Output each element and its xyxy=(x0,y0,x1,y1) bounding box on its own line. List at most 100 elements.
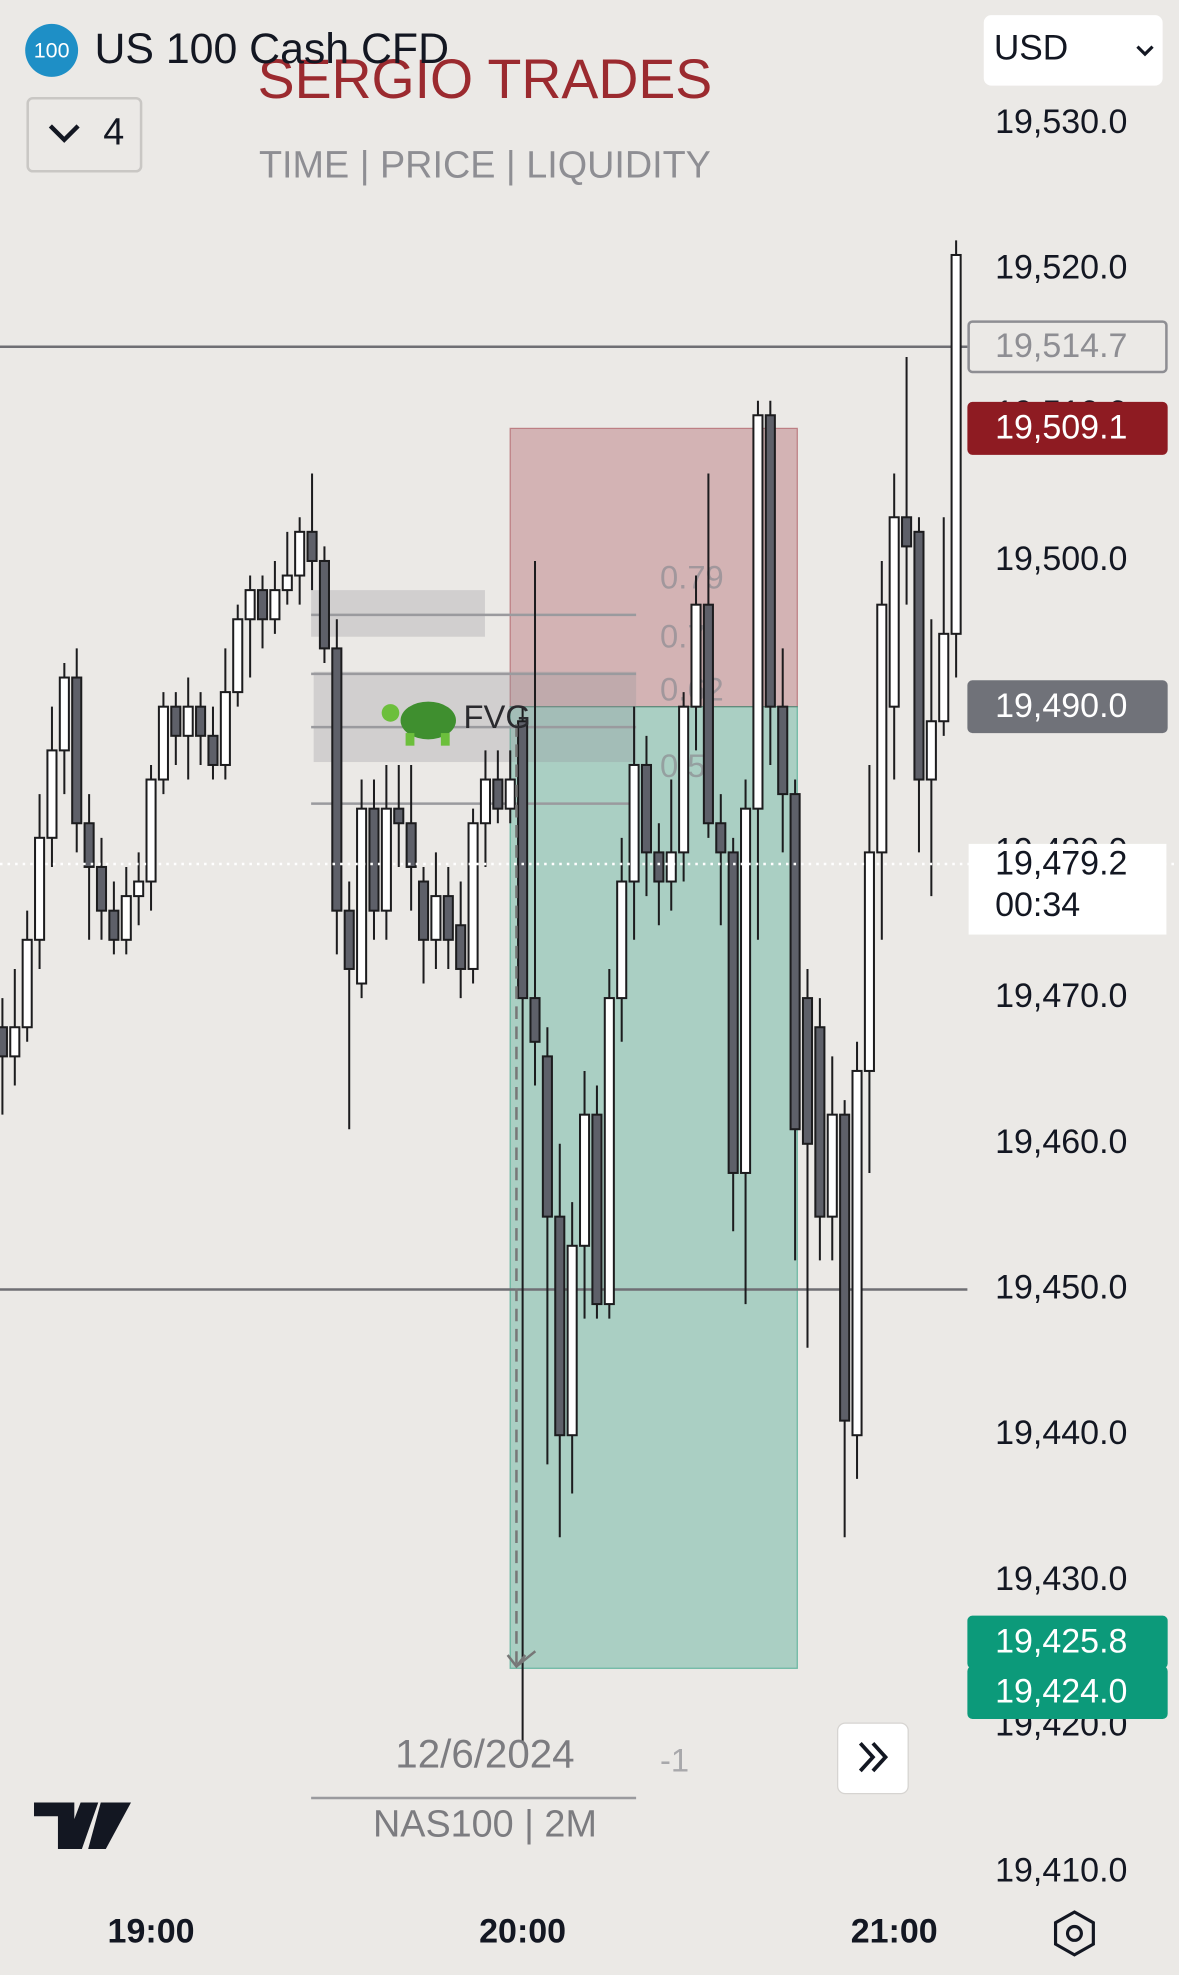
candle-body xyxy=(839,1113,851,1422)
current-price-label: 19,479.2 xyxy=(995,844,1127,882)
price-label: 19,424.0 xyxy=(995,1673,1127,1711)
target-zone xyxy=(509,706,798,1669)
plot-area: 19,530.019,520.019,510.019,500.019,490.0… xyxy=(0,103,1179,1950)
candle-body xyxy=(318,559,330,650)
candle-body xyxy=(467,822,479,970)
candle-body xyxy=(430,895,442,941)
candle-body xyxy=(442,895,454,941)
symbol-name[interactable]: US 100 Cash CFD xyxy=(94,25,449,73)
settings-button[interactable] xyxy=(1053,1910,1095,1957)
candle-body xyxy=(777,705,789,796)
candle-body xyxy=(554,1215,566,1437)
candle-body xyxy=(740,807,752,1174)
currency: USD xyxy=(994,29,1068,68)
y-tick-label: 19,470.0 xyxy=(995,977,1127,1015)
turtle-icon xyxy=(381,701,456,746)
y-tick-label: 19,440.0 xyxy=(995,1414,1127,1452)
overlay: SERGIO TRADES TIME | PRICE | LIQUIDITY 1… xyxy=(25,15,1163,1957)
settings-icon xyxy=(1065,1924,1083,1942)
candle-body xyxy=(58,676,70,752)
candle-body xyxy=(294,530,306,577)
candle-body xyxy=(157,705,169,781)
candle-body xyxy=(801,997,814,1145)
candle-body xyxy=(814,1026,826,1218)
y-tick-label: 19,520.0 xyxy=(995,249,1127,287)
price-label: 19,490.0 xyxy=(995,687,1127,725)
candle-body xyxy=(9,1026,21,1058)
candle-body xyxy=(863,851,875,1072)
candle-body xyxy=(888,516,900,708)
candle-body xyxy=(789,793,801,1131)
countdown-label: 00:34 xyxy=(995,886,1080,924)
candle-body xyxy=(0,1026,8,1058)
candle-body xyxy=(541,1055,553,1218)
candle-body xyxy=(343,909,355,970)
candle-body xyxy=(46,749,58,839)
candle-body xyxy=(405,822,417,868)
candle-body xyxy=(529,997,541,1043)
candle-body xyxy=(616,880,628,1000)
candle-body xyxy=(133,880,145,898)
candle-body xyxy=(653,851,665,883)
x-tick-label: 19:00 xyxy=(108,1912,195,1950)
candle-body xyxy=(244,589,256,621)
candle-body xyxy=(702,603,714,825)
candle-body xyxy=(566,1244,578,1437)
candle-body xyxy=(331,647,343,912)
watermark-title: SERGIO TRADES xyxy=(258,48,713,110)
candle-body xyxy=(232,618,244,694)
candle-body xyxy=(517,720,529,1000)
symbol-icon xyxy=(25,23,79,77)
candle-body xyxy=(182,705,194,737)
stop-zone xyxy=(509,427,798,708)
candle-body xyxy=(256,589,269,621)
y-tick-label: 19,460.0 xyxy=(995,1123,1127,1161)
logo[interactable] xyxy=(34,1802,132,1850)
candle-body xyxy=(715,822,727,854)
scroll-icon xyxy=(858,1741,889,1773)
candle-body xyxy=(21,938,33,1029)
candle-body xyxy=(727,851,739,1174)
candle-body xyxy=(120,895,132,941)
candle-body xyxy=(281,574,293,592)
fib-label: 0.79 xyxy=(660,558,724,595)
fvg-label: FVG xyxy=(464,698,531,735)
price-label-box xyxy=(967,1666,1168,1719)
candle-body xyxy=(71,676,83,825)
candle-body xyxy=(678,705,690,854)
candle-body xyxy=(603,997,615,1306)
candle-body xyxy=(950,253,962,635)
candle-body xyxy=(145,778,157,883)
candle-body xyxy=(368,807,380,912)
watermark-subtitle: TIME | PRICE | LIQUIDITY xyxy=(259,145,711,187)
candle-body xyxy=(901,516,913,548)
candle-body xyxy=(108,909,120,941)
candle-body xyxy=(219,691,231,766)
currency-select[interactable] xyxy=(983,15,1163,86)
y-tick-label: 19,450.0 xyxy=(995,1268,1127,1306)
candle-body xyxy=(579,1113,591,1247)
watermark-ticker: NAS100 | 2M xyxy=(373,1803,597,1845)
candle-body xyxy=(876,603,888,854)
y-tick-label: 19,410.0 xyxy=(995,1851,1127,1889)
projection-arrow xyxy=(506,1650,537,1669)
candle-body xyxy=(306,530,318,562)
candle-body xyxy=(752,414,764,810)
indicator-toggle[interactable] xyxy=(26,96,143,173)
fvg-zone xyxy=(313,671,637,763)
watermark-date: 12/6/2024 xyxy=(395,1732,574,1777)
candle-body xyxy=(34,836,46,941)
candle-body xyxy=(628,763,640,883)
price-label: 19,514.7 xyxy=(995,327,1127,365)
candle-body xyxy=(925,720,937,781)
y-tick-label: 19,500.0 xyxy=(995,540,1127,578)
fvg-zone xyxy=(311,590,485,637)
candle-body xyxy=(504,778,516,810)
fib-label: -1 xyxy=(660,1741,689,1778)
candle-body xyxy=(938,632,950,723)
candle-body xyxy=(479,778,492,825)
candle-body xyxy=(356,807,368,985)
candle-body xyxy=(83,822,95,868)
